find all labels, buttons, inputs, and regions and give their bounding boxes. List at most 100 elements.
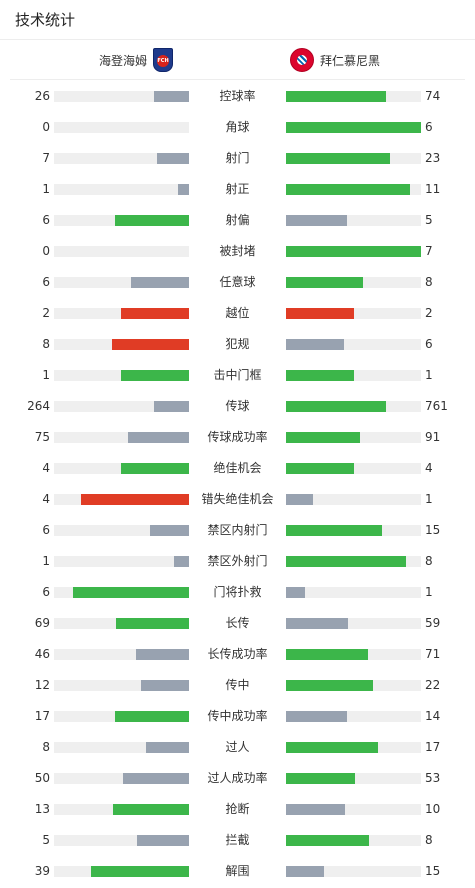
- stat-row: 1 禁区外射门 8: [0, 546, 475, 577]
- home-bar-track: [54, 835, 189, 846]
- home-value: 8: [42, 337, 50, 351]
- stat-label: 传中: [225, 678, 250, 692]
- home-value: 6: [42, 523, 50, 537]
- away-bar: [286, 153, 390, 164]
- away-bar-track: [286, 525, 421, 536]
- home-bar: [121, 370, 189, 381]
- away-bar-track: [286, 835, 421, 846]
- home-bar: [121, 308, 189, 319]
- home-bar: [115, 711, 189, 722]
- away-team-name: 拜仁慕尼黑: [320, 53, 381, 68]
- home-value: 7: [42, 151, 50, 165]
- home-bar-track: [54, 804, 189, 815]
- away-bar-track: [286, 556, 421, 567]
- stat-row: 6 门将扑救 1: [0, 577, 475, 608]
- stat-label: 射偏: [225, 213, 250, 227]
- away-bar: [286, 308, 354, 319]
- away-bar-track: [286, 618, 421, 629]
- away-bar: [286, 866, 324, 877]
- away-bar-track: [286, 370, 421, 381]
- stat-label: 拦截: [225, 833, 250, 847]
- home-bar: [137, 835, 189, 846]
- home-bar-track: [54, 773, 189, 784]
- home-bar: [113, 804, 189, 815]
- home-bar-track: [54, 525, 189, 536]
- away-bar-track: [286, 91, 421, 102]
- away-bar-track: [286, 742, 421, 753]
- stat-label: 被封堵: [219, 244, 256, 258]
- stat-label: 任意球: [219, 275, 256, 289]
- stat-row: 46 长传成功率 71: [0, 639, 475, 670]
- home-value: 2: [42, 306, 50, 320]
- home-bar-track: [54, 277, 189, 288]
- away-value: 1: [425, 585, 433, 599]
- home-bar: [128, 432, 189, 443]
- stat-label: 传中成功率: [207, 709, 268, 723]
- home-value: 1: [42, 554, 50, 568]
- away-bar: [286, 587, 305, 598]
- home-bar-track: [54, 308, 189, 319]
- stat-label: 绝佳机会: [213, 461, 262, 475]
- stat-label: 解围: [225, 864, 250, 878]
- away-value: 6: [425, 120, 433, 134]
- home-bar-track: [54, 432, 189, 443]
- home-value: 5: [42, 833, 50, 847]
- away-bar: [286, 494, 313, 505]
- home-bar-track: [54, 91, 189, 102]
- away-bar-track: [286, 773, 421, 784]
- home-value: 4: [42, 492, 50, 506]
- away-bar-track: [286, 246, 421, 257]
- away-bar: [286, 91, 386, 102]
- home-value: 0: [42, 120, 50, 134]
- away-value: 53: [425, 771, 441, 785]
- away-team[interactable]: 拜仁慕尼黑: [290, 40, 380, 80]
- away-bar: [286, 556, 406, 567]
- page-title: 技术统计: [15, 11, 76, 29]
- stat-row: 39 解围 15: [0, 856, 475, 887]
- away-value: 11: [425, 182, 441, 196]
- away-value: 761: [425, 399, 448, 413]
- stat-label: 长传: [225, 616, 250, 630]
- home-bar-track: [54, 494, 189, 505]
- away-value: 7: [425, 244, 433, 258]
- away-bar-track: [286, 494, 421, 505]
- away-bar: [286, 246, 421, 257]
- away-bar-track: [286, 587, 421, 598]
- stat-row: 6 射偏 5: [0, 205, 475, 236]
- teams-header: 海登海姆 FCH 拜仁慕尼黑: [10, 40, 465, 80]
- away-bar: [286, 339, 344, 350]
- stat-label: 错失绝佳机会: [201, 492, 274, 506]
- away-bar: [286, 835, 369, 846]
- stat-label: 越位: [225, 306, 250, 320]
- home-bar-track: [54, 153, 189, 164]
- away-bar-track: [286, 184, 421, 195]
- away-bar: [286, 618, 348, 629]
- away-value: 23: [425, 151, 441, 165]
- away-bar: [286, 680, 373, 691]
- stat-row: 5 拦截 8: [0, 825, 475, 856]
- stat-row: 4 错失绝佳机会 1: [0, 484, 475, 515]
- away-bar-track: [286, 649, 421, 660]
- away-bar: [286, 525, 382, 536]
- stat-row: 0 角球 6: [0, 112, 475, 143]
- away-value: 1: [425, 368, 433, 382]
- away-value: 8: [425, 833, 433, 847]
- away-bar-track: [286, 122, 421, 133]
- home-team[interactable]: 海登海姆 FCH: [99, 40, 173, 80]
- home-value: 50: [34, 771, 50, 785]
- stat-label: 射门: [225, 151, 250, 165]
- home-value: 1: [42, 182, 50, 196]
- home-value: 26: [34, 89, 50, 103]
- home-bar: [116, 618, 189, 629]
- stat-row: 6 禁区内射门 15: [0, 515, 475, 546]
- stat-label: 禁区外射门: [207, 554, 268, 568]
- away-value: 8: [425, 554, 433, 568]
- stat-label: 抢断: [225, 802, 250, 816]
- away-bar: [286, 122, 421, 133]
- stat-label: 禁区内射门: [207, 523, 268, 537]
- home-bar: [178, 184, 189, 195]
- away-value: 71: [425, 647, 441, 661]
- stat-row: 26 控球率 74: [0, 81, 475, 112]
- home-bar: [91, 866, 189, 877]
- home-bar-track: [54, 866, 189, 877]
